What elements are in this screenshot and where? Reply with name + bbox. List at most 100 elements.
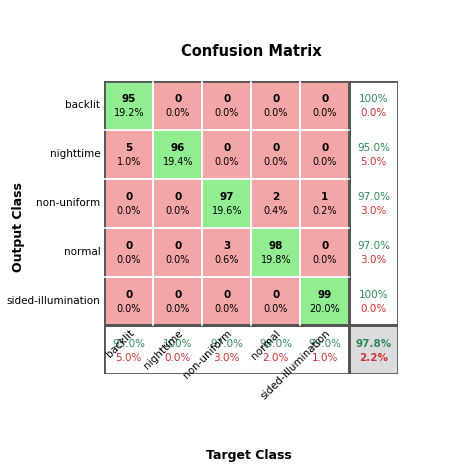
Text: nighttime: nighttime [50, 149, 100, 159]
Bar [251, 276, 300, 326]
Bar [300, 179, 349, 228]
Text: 0.0%: 0.0% [215, 109, 239, 118]
Bar [104, 228, 153, 276]
Text: 0: 0 [321, 94, 328, 104]
Text: 0: 0 [223, 94, 230, 104]
Text: 0: 0 [321, 241, 328, 251]
Text: 0: 0 [174, 241, 182, 251]
Text: 0.4%: 0.4% [264, 206, 288, 216]
Bar [300, 276, 349, 326]
Text: normal: normal [64, 247, 100, 257]
Bar [202, 276, 251, 326]
Text: 98.0%: 98.0% [259, 338, 292, 348]
Bar [153, 326, 202, 374]
Bar [251, 179, 300, 228]
Bar [153, 81, 202, 129]
Text: 0: 0 [321, 143, 328, 153]
Bar [251, 129, 300, 179]
Text: Confusion Matrix: Confusion Matrix [181, 44, 321, 59]
Bar [251, 326, 300, 374]
Text: 0: 0 [174, 191, 182, 201]
Text: 0.0%: 0.0% [165, 304, 190, 314]
Text: 0.0%: 0.0% [117, 304, 141, 314]
Bar [349, 81, 398, 326]
Text: 1.0%: 1.0% [117, 157, 141, 167]
Text: 0: 0 [174, 290, 182, 300]
Text: 0.0%: 0.0% [264, 157, 288, 167]
Bar [153, 179, 202, 228]
Text: normal: normal [250, 328, 283, 361]
Text: 97.8%: 97.8% [356, 338, 392, 348]
Text: 0.0%: 0.0% [215, 304, 239, 314]
Bar [349, 326, 398, 374]
Text: 98: 98 [269, 241, 283, 251]
Bar [300, 129, 349, 179]
Text: Output Class: Output Class [12, 182, 26, 273]
Text: sided-illumination: sided-illumination [7, 296, 100, 306]
Text: 0.0%: 0.0% [117, 206, 141, 216]
Text: 100%: 100% [359, 290, 388, 300]
Text: 99.0%: 99.0% [308, 338, 341, 348]
Text: 0.0%: 0.0% [361, 109, 387, 118]
Text: 99: 99 [318, 290, 332, 300]
Text: nighttime: nighttime [142, 328, 185, 371]
Text: sided-illumination: sided-illumination [258, 328, 332, 401]
Bar [251, 81, 300, 129]
Bar [104, 326, 349, 374]
Text: backlit: backlit [104, 328, 136, 360]
Bar [349, 179, 398, 228]
Bar [104, 276, 153, 326]
Text: 95: 95 [122, 94, 136, 104]
Text: 0: 0 [223, 290, 230, 300]
Bar [349, 228, 398, 276]
Bar [202, 179, 251, 228]
Text: 0.6%: 0.6% [215, 255, 239, 265]
Bar [202, 228, 251, 276]
Text: 0: 0 [272, 143, 279, 153]
Bar [104, 129, 153, 179]
Text: 0: 0 [272, 290, 279, 300]
Text: 97.0%: 97.0% [357, 191, 390, 201]
Bar [202, 81, 251, 129]
Text: 3.0%: 3.0% [361, 255, 387, 265]
Text: 2.2%: 2.2% [359, 353, 388, 363]
Text: 95.0%: 95.0% [112, 338, 145, 348]
Text: 96: 96 [171, 143, 185, 153]
Bar [104, 179, 153, 228]
Text: 5: 5 [125, 143, 132, 153]
Bar [104, 326, 153, 374]
Text: 1.0%: 1.0% [311, 353, 338, 363]
Text: 3.0%: 3.0% [214, 353, 240, 363]
Text: 0.0%: 0.0% [117, 255, 141, 265]
Text: 0.0%: 0.0% [312, 255, 337, 265]
Text: 97: 97 [219, 191, 234, 201]
Text: 0.0%: 0.0% [361, 304, 387, 314]
Text: 0.0%: 0.0% [164, 353, 191, 363]
Bar [349, 276, 398, 326]
Bar [153, 228, 202, 276]
Text: 0: 0 [125, 191, 132, 201]
Text: 0.0%: 0.0% [215, 157, 239, 167]
Text: 0.0%: 0.0% [165, 109, 190, 118]
Bar [104, 81, 153, 129]
Text: 0.0%: 0.0% [264, 109, 288, 118]
Text: 3: 3 [223, 241, 230, 251]
Bar [104, 81, 349, 326]
Text: 5.0%: 5.0% [361, 157, 387, 167]
Text: 0: 0 [272, 94, 279, 104]
Text: 19.8%: 19.8% [260, 255, 291, 265]
Text: backlit: backlit [65, 100, 100, 110]
Text: 1: 1 [321, 191, 328, 201]
Bar [300, 81, 349, 129]
Bar [251, 228, 300, 276]
Text: Target Class: Target Class [206, 448, 292, 462]
Text: 0: 0 [223, 143, 230, 153]
Text: 19.6%: 19.6% [211, 206, 242, 216]
Text: 97.0%: 97.0% [357, 241, 390, 251]
Bar [349, 129, 398, 179]
Text: 5.0%: 5.0% [116, 353, 142, 363]
Text: 100%: 100% [359, 94, 388, 104]
Text: 0: 0 [125, 241, 132, 251]
Text: 20.0%: 20.0% [310, 304, 340, 314]
Text: 19.4%: 19.4% [163, 157, 193, 167]
